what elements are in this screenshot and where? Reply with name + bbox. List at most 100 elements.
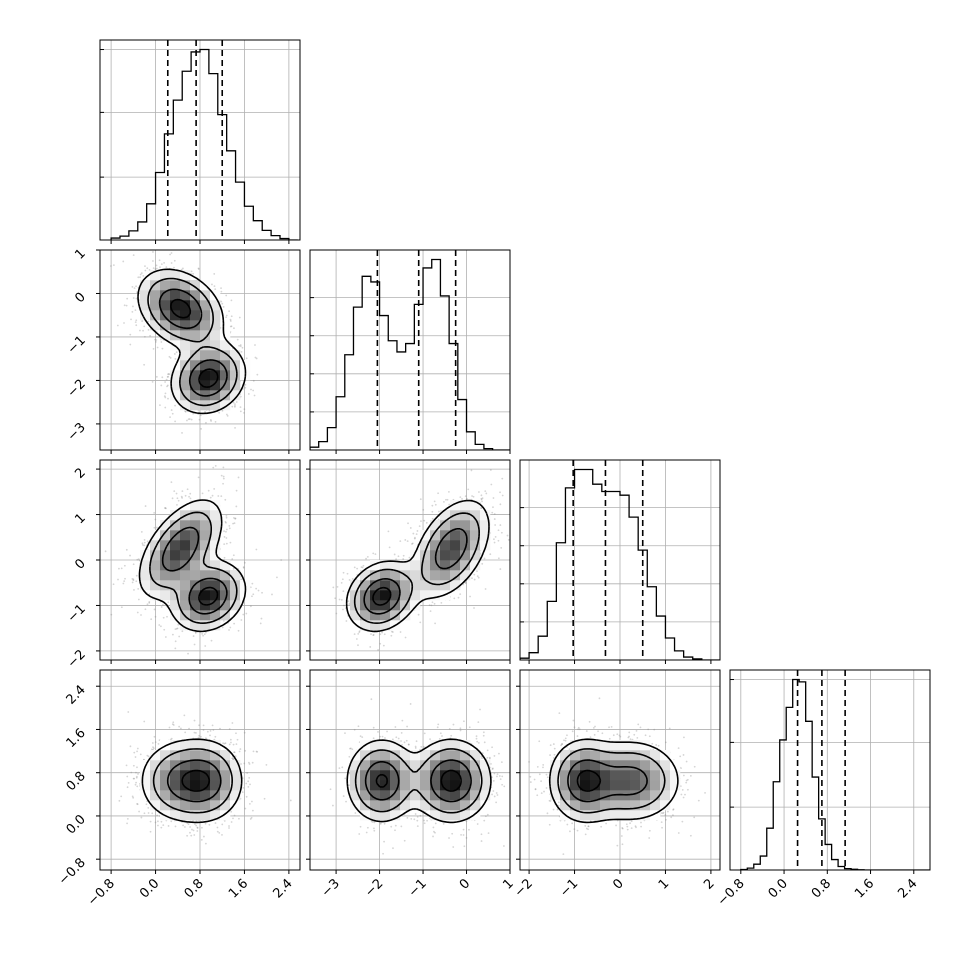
scatter-point [390,630,393,633]
scatter-point [257,589,260,592]
scatter-point [464,582,467,584]
scatter-point [181,630,184,633]
scatter-point [223,556,226,559]
scatter-point [197,267,200,270]
scatter-point [260,617,263,620]
density-cell [460,520,471,531]
density-cell [210,550,221,561]
scatter-point [182,267,184,270]
scatter-point [149,334,152,337]
scatter-point [234,426,236,429]
scatter-point [249,586,252,589]
scatter-point [159,266,161,269]
density-cell [370,560,381,571]
scatter-point [271,593,273,596]
scatter-point [116,324,119,327]
density-cell [470,530,481,541]
scatter-point [188,495,190,498]
scatter-point [251,582,254,585]
scatter-point [131,577,134,580]
density-cell [230,580,241,591]
scatter-point [151,812,154,815]
scatter-point [173,490,176,493]
scatter-point [343,604,345,607]
scatter-point [159,625,162,628]
scatter-point [402,558,405,560]
scatter-point [154,615,157,618]
scatter-point [147,320,150,323]
scatter-point [170,262,173,264]
density-cell [230,600,241,611]
density-cell [220,380,231,391]
scatter-point [167,373,170,375]
scatter-point [369,646,372,648]
scatter-point [162,616,165,619]
scatter-point [232,401,235,404]
scatter-point [253,394,256,397]
scatter-point [446,498,449,501]
density-cell [190,360,201,371]
density-cell [350,580,361,591]
scatter-point [157,742,160,745]
scatter-point [235,489,238,492]
density-cell [180,550,191,561]
density-cell [180,530,191,541]
density-content [104,465,283,655]
scatter-point [209,496,212,499]
scatter-point [358,631,361,634]
scatter-point [431,510,434,513]
density-cell [350,610,361,621]
density-cell [170,590,181,601]
density-cell [460,530,471,541]
scatter-point [210,420,213,422]
scatter-point [250,816,253,819]
density-cell [370,610,381,621]
density-cell [470,540,481,551]
scatter-point [228,310,231,313]
scatter-point [152,267,155,269]
scatter-point [234,404,236,407]
scatter-point [379,633,382,636]
density-cell [210,510,221,521]
scatter-point [110,613,113,616]
scatter-point [179,727,182,730]
scatter-point [188,418,191,420]
scatter-point [190,270,193,273]
density-cell [160,530,171,541]
y-tick-label: −1 [65,333,89,357]
contour-line-1 [147,277,238,407]
histogram-line [110,48,298,240]
scatter-point [175,232,177,234]
scatter-point [221,626,224,629]
scatter-point [345,620,348,622]
density-cell [210,320,221,331]
scatter-point [141,320,144,323]
density-cell [370,590,381,601]
scatter-point [132,305,134,308]
scatter-point [222,742,224,745]
scatter-point [406,540,409,543]
scatter-point [365,557,367,560]
scatter-point [149,830,152,833]
scatter-point [220,495,223,498]
scatter-point [123,322,125,324]
density-cell [360,610,371,621]
scatter-point [229,541,232,544]
scatter-point [404,636,407,639]
density-cell [380,560,391,571]
density-cell [460,570,471,581]
scatter-point [132,578,135,581]
density-cell [160,520,171,531]
scatter-point [438,510,440,513]
scatter-point [447,491,450,493]
scatter-point [120,606,123,609]
density-cell [180,380,191,391]
density-cell [460,500,471,511]
scatter-point [123,580,126,582]
scatter-point [198,734,201,737]
scatter-point [142,274,145,277]
scatter-point [164,507,167,509]
scatter-point [276,576,278,579]
scatter-point [112,583,115,586]
